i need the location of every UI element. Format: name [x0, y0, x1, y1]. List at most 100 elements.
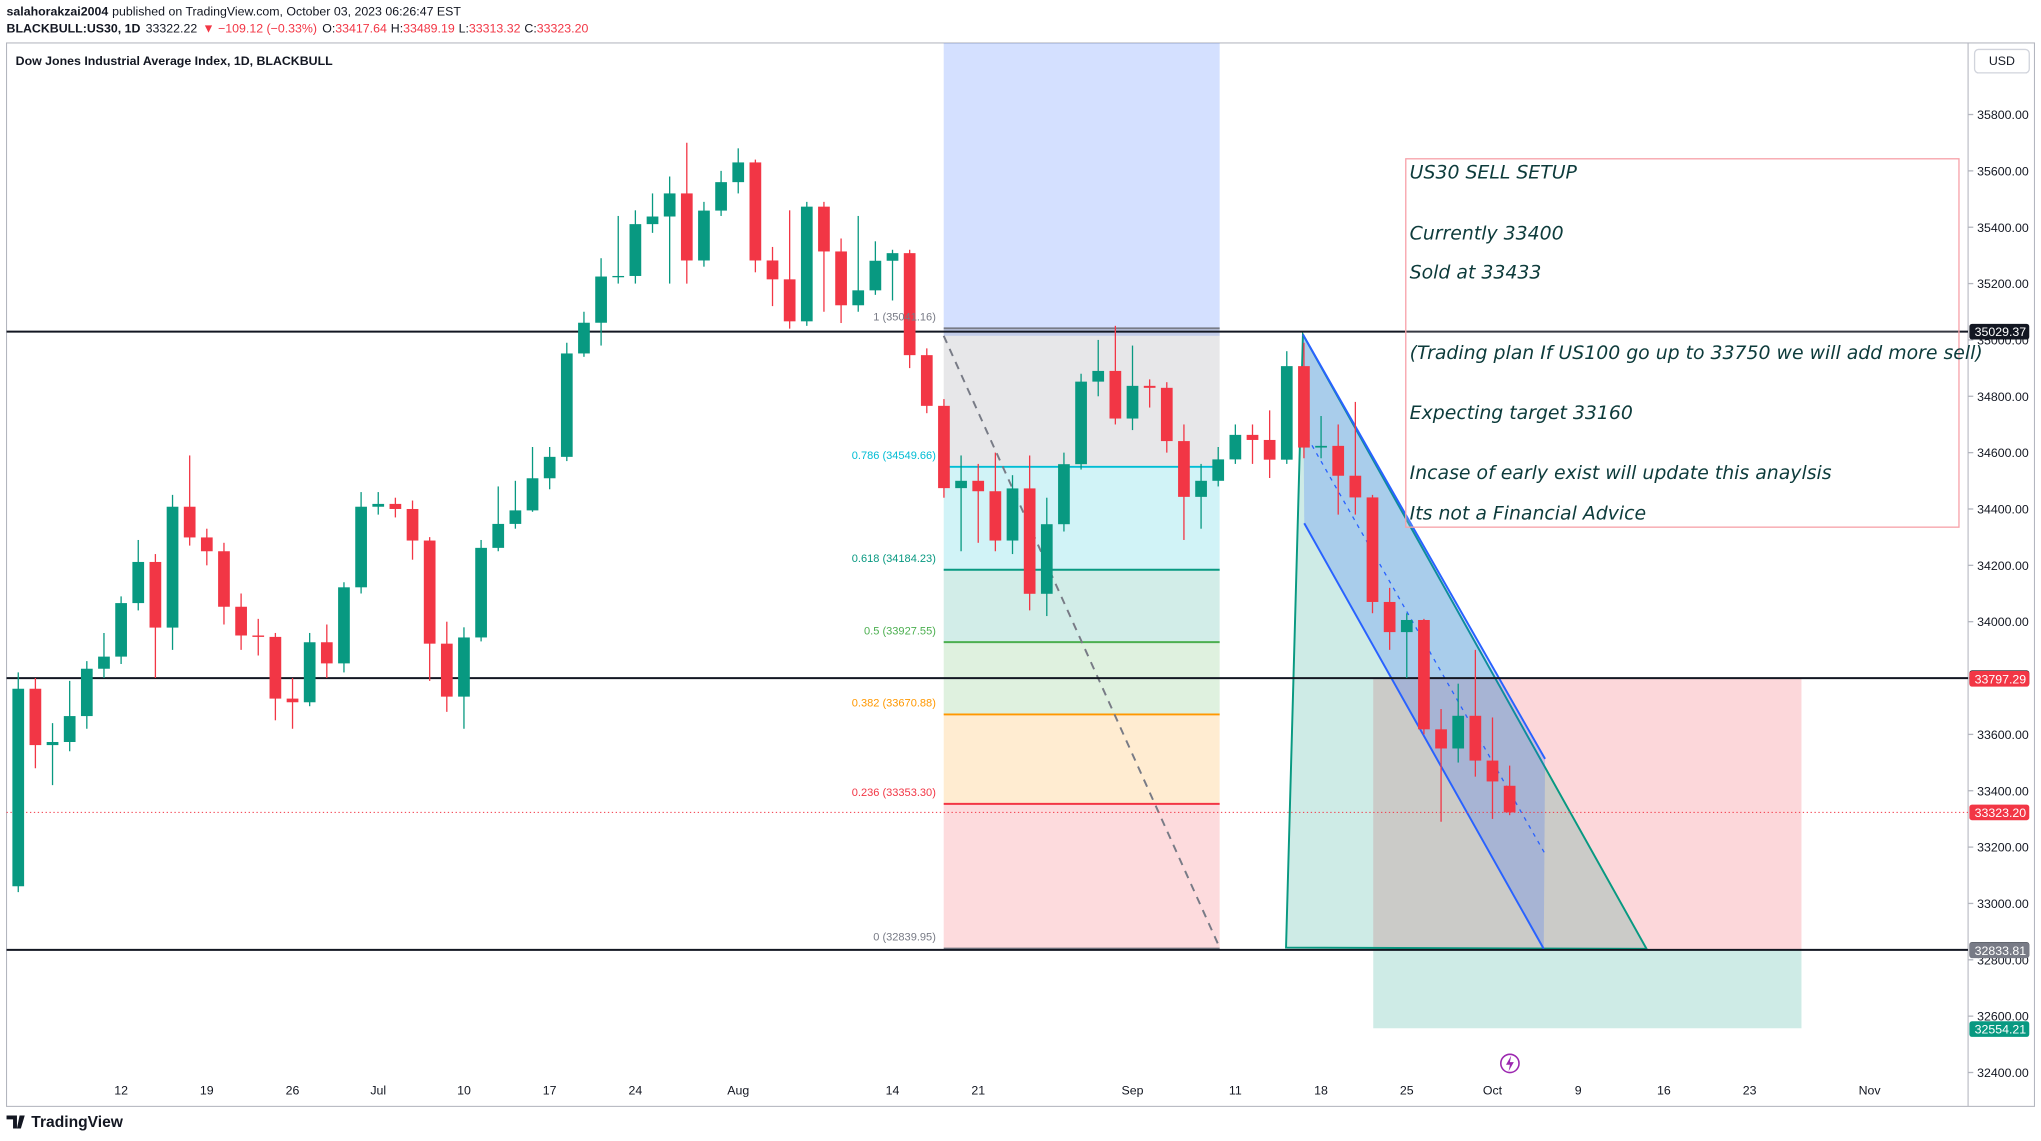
y-tick-label: 34000.00: [1977, 615, 2029, 629]
y-axis: 32400.0032600.0032800.0033000.0033200.00…: [1968, 108, 2030, 1080]
candle-body: [920, 355, 933, 406]
y-tick-label: 34600.00: [1977, 446, 2029, 460]
candle-body: [98, 656, 110, 669]
x-axis: 12 19 26 Jul 10 17 24 Aug 14 21 Sep 11 18 25 Oct 9 16 23 N…: [114, 1084, 1881, 1098]
candle-body: [286, 698, 299, 703]
note-box: [1405, 158, 1960, 528]
event-icon[interactable]: [1500, 1053, 1520, 1074]
candle-body: [800, 206, 813, 322]
candle-body: [1195, 480, 1207, 497]
y-tick-label: 35600.00: [1977, 164, 2029, 178]
x-tick-label: Sep: [1122, 1084, 1144, 1098]
fib-label: 1 (35041.16): [873, 312, 936, 324]
x-tick-label: 25: [1400, 1084, 1414, 1098]
candle-body: [732, 162, 745, 183]
x-tick-label: 21: [971, 1084, 985, 1098]
candle-body: [1109, 370, 1122, 419]
candle-body: [1023, 488, 1036, 594]
candle-body: [183, 506, 196, 538]
candle-body: [338, 587, 350, 664]
price-label: 33797.29: [1975, 672, 2027, 686]
channel-upper: [1302, 334, 1546, 760]
candle-body: [989, 491, 1002, 541]
candle-body: [1503, 785, 1516, 813]
date-range: [943, 42, 1220, 336]
candle-body: [1212, 459, 1225, 481]
candle-body: [63, 716, 76, 742]
currency-box[interactable]: [1973, 48, 2030, 74]
fib-zone: [943, 803, 1220, 949]
x-tick-label: Nov: [1859, 1084, 1882, 1098]
candle-body: [1092, 370, 1105, 382]
horizontal-lines: [6, 330, 1969, 951]
x-tick-label: 9: [1575, 1084, 1582, 1098]
fib-label: 0.236 (33353.30): [852, 787, 936, 799]
y-tick-label: 35800.00: [1977, 108, 2029, 122]
chart-frame: [6, 42, 2035, 1107]
price-label-bg: [1969, 323, 2030, 340]
note-line: Sold at 33433: [1410, 262, 1542, 284]
candle-body: [1143, 385, 1156, 388]
candle-body: [1469, 715, 1482, 761]
candle-body: [938, 405, 950, 489]
x-tick-label: 19: [200, 1084, 214, 1098]
price-label-bg: [1969, 1021, 2030, 1037]
x-tick-label: Jul: [370, 1084, 386, 1098]
candle-body: [783, 279, 796, 322]
fib-trend-line: [942, 335, 1221, 948]
candle-body: [1160, 387, 1173, 442]
candle-body: [1315, 445, 1327, 448]
symbol-line: BLACKBULL:US30, 1D 33322.22 ▼ −109.12 (−0.…: [7, 22, 589, 36]
note-line: Expecting target 33160: [1410, 402, 1633, 424]
candle-body: [1246, 434, 1259, 440]
x-tick-label: 23: [1743, 1084, 1757, 1098]
ohlc-key: H:: [391, 22, 403, 36]
y-tick-label: 34200.00: [1977, 559, 2029, 573]
candle-body: [955, 480, 967, 489]
price-label-bg: [1969, 670, 2030, 687]
candle-body: [1263, 439, 1276, 460]
candle-body: [1435, 729, 1447, 749]
candle-body: [595, 276, 607, 323]
currency: USD: [1989, 54, 2015, 68]
candle-body: [1229, 434, 1242, 460]
fib-label: 0.786 (34549.66): [852, 450, 936, 462]
candle-body: [1332, 445, 1345, 476]
channel-lower: [1303, 522, 1545, 950]
candle-body: [458, 637, 470, 697]
fib-labels: 1 (35041.16) 0.786 (34549.66) 0.618 (34184…: [852, 312, 936, 944]
change: ▼ −109.12 (−0.33%): [202, 22, 317, 36]
candle-body: [972, 480, 985, 492]
candle-body: [509, 510, 522, 524]
candle-body: [1486, 760, 1499, 782]
y-tick-label: 32400.00: [1977, 1066, 2029, 1080]
note: US30 SELL SETUP Currently 33400 Sold at 33…: [1410, 161, 1983, 524]
price-label-bg: [1969, 942, 2030, 959]
fib-label: 0.618 (34184.23): [852, 553, 936, 565]
candle-body: [269, 636, 282, 699]
candle-body: [1298, 366, 1310, 448]
fib-label: 0.5 (33927.55): [864, 625, 936, 637]
y-tick-label: 33600.00: [1977, 728, 2029, 742]
candle-body: [1126, 385, 1139, 419]
y-tick-label: 35200.00: [1977, 277, 2029, 291]
candle-body: [218, 551, 230, 607]
price-label: 32833.81: [1975, 944, 2027, 958]
candle-body: [749, 162, 762, 261]
candle-body: [1383, 601, 1396, 633]
candle-body: [132, 561, 145, 604]
candle-body: [629, 224, 642, 276]
x-tick-label: 18: [1314, 1084, 1328, 1098]
candle-body: [440, 643, 453, 697]
candle-body: [115, 603, 127, 657]
candle-body: [646, 216, 659, 225]
ohlc-key: C:: [524, 22, 536, 36]
candle-body: [560, 353, 573, 457]
candle-body: [1075, 381, 1087, 465]
price-label: 33323.20: [1975, 806, 2027, 820]
symbol: BLACKBULL:US30, 1D: [7, 22, 141, 36]
candle-body: [715, 182, 727, 211]
note-line: Its not a Financial Advice: [1410, 502, 1646, 524]
candle-body: [1058, 464, 1070, 525]
candle-body: [663, 193, 676, 217]
